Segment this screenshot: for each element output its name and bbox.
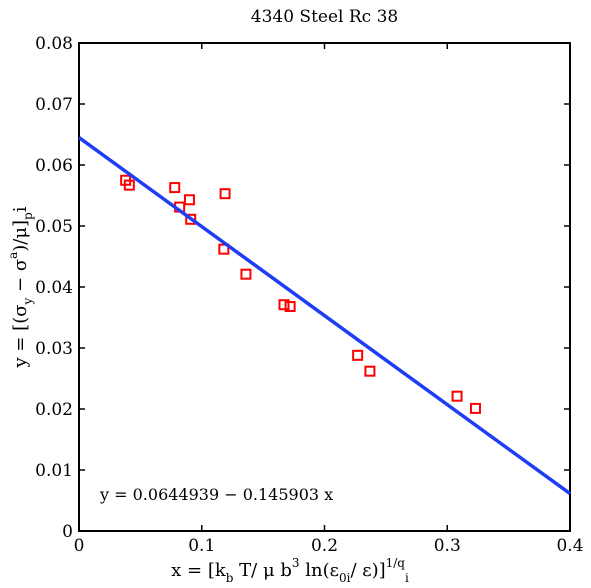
axis-label-part: 3 — [292, 556, 300, 570]
plot-area — [78, 42, 571, 532]
axis-label-part: p — [21, 212, 35, 220]
data-point — [469, 402, 481, 414]
y-tick-label: 0.05 — [35, 217, 73, 237]
axis-label-part: y — [21, 297, 35, 305]
data-point — [185, 213, 197, 225]
axis-label-part: 1/q — [386, 556, 406, 570]
data-point — [352, 349, 364, 361]
axis-label-part: a — [6, 252, 20, 259]
axis-label-part: b — [226, 571, 234, 585]
x-axis-label: x = [kb T/ μ b3 ln(ε0i/ ε)]1/qi — [171, 556, 409, 585]
axis-label-part: )/μ] — [10, 220, 31, 252]
data-point — [364, 365, 376, 377]
axis-label-part: 0i — [339, 571, 351, 585]
data-point — [169, 182, 181, 194]
y-tick-label: 0.01 — [35, 461, 73, 481]
axis-ticks: 0 0.1 0.2 0.3 0.4 0 0.01 0.02 0.03 0.04 0.05 0.06 0.… — [35, 34, 583, 556]
axis-label-part: T/ μ b — [233, 560, 291, 581]
x-tick-label: 0 — [74, 536, 85, 556]
axis-label-part: ln(ε — [300, 560, 339, 581]
y-tick-label: 0.08 — [35, 34, 73, 54]
axis-label-part: y = [(σ — [10, 304, 31, 368]
plot-frame — [78, 42, 571, 532]
data-point — [240, 268, 252, 280]
data-point — [451, 390, 463, 402]
data-point — [123, 179, 135, 191]
data-point — [278, 299, 290, 311]
data-marks — [77, 136, 572, 496]
y-tick-label: 0.07 — [35, 95, 73, 115]
axis-label-part: i — [10, 206, 31, 212]
chart-title: 4340 Steel Rc 38 — [251, 7, 398, 27]
data-point — [219, 188, 231, 200]
regression-equation: y = 0.0644939 − 0.145903 x — [99, 485, 333, 504]
x-tick-label: 0.4 — [556, 536, 583, 556]
y-tick-label: 0 — [62, 522, 73, 542]
regression-line — [77, 136, 572, 496]
data-point — [284, 301, 296, 313]
y-tick-label: 0.06 — [35, 156, 73, 176]
axis-label-part: / ε)] — [350, 560, 385, 581]
axis-label-part: i — [405, 571, 409, 585]
y-tick-label: 0.03 — [35, 339, 73, 359]
x-tick-label: 0.2 — [311, 536, 338, 556]
x-tick-label: 0.3 — [434, 536, 461, 556]
axis-label-part: − σ — [10, 259, 31, 298]
y-tick-label: 0.02 — [35, 400, 73, 420]
x-tick-label: 0.1 — [188, 536, 215, 556]
data-point — [183, 194, 195, 206]
y-axis-label: y = [(σy − σa)/μ]pi — [6, 206, 35, 368]
y-tick-label: 0.04 — [35, 278, 73, 298]
axis-label-part: x = [k — [171, 560, 227, 581]
